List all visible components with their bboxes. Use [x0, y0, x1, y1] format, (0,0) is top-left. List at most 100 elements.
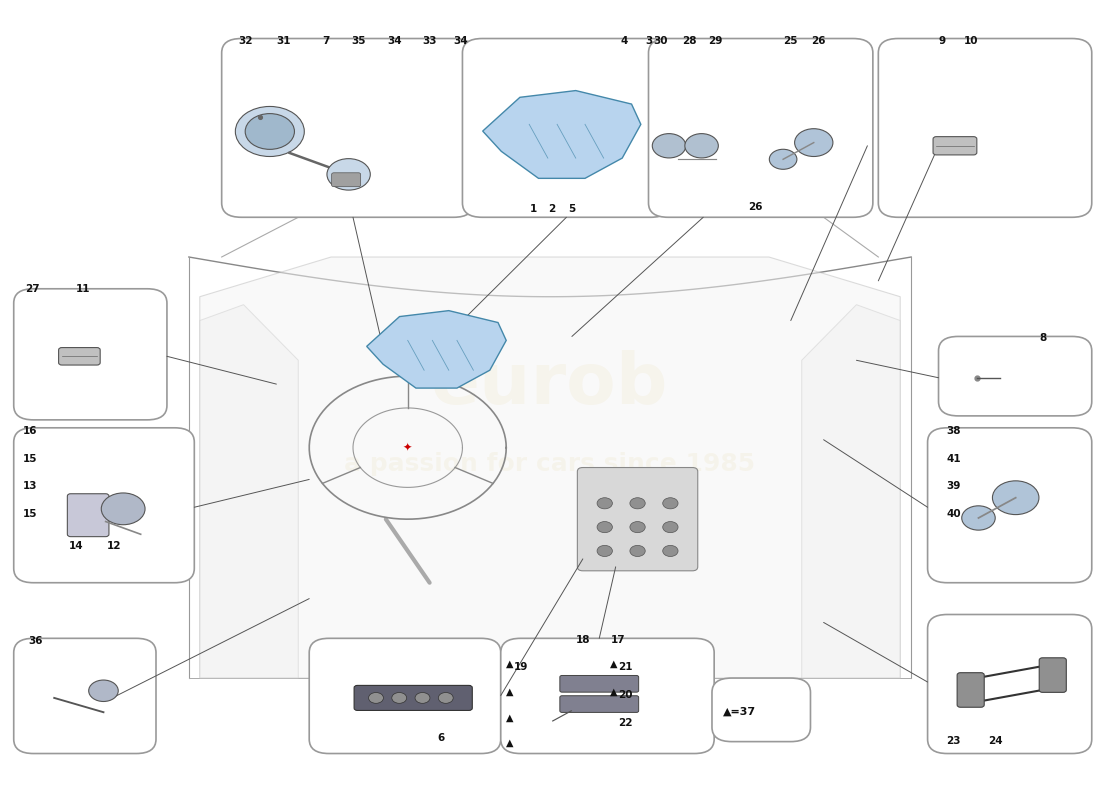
Text: 23: 23 — [946, 735, 960, 746]
FancyBboxPatch shape — [560, 696, 639, 713]
Circle shape — [235, 106, 305, 157]
Circle shape — [769, 150, 796, 170]
Text: 32: 32 — [239, 36, 253, 46]
Text: 21: 21 — [618, 662, 632, 673]
FancyBboxPatch shape — [222, 38, 473, 218]
FancyBboxPatch shape — [58, 347, 100, 365]
Circle shape — [794, 129, 833, 157]
FancyBboxPatch shape — [927, 428, 1091, 582]
Text: 27: 27 — [25, 283, 40, 294]
Text: 7: 7 — [322, 36, 329, 46]
Circle shape — [245, 114, 295, 150]
Text: 34: 34 — [387, 36, 402, 46]
Text: 24: 24 — [988, 735, 1002, 746]
Text: eurob: eurob — [431, 350, 669, 418]
Text: ▲: ▲ — [609, 686, 617, 697]
Circle shape — [597, 522, 613, 533]
Text: 26: 26 — [811, 36, 825, 46]
Text: 12: 12 — [107, 541, 121, 551]
Text: 5: 5 — [569, 204, 575, 214]
Polygon shape — [366, 310, 506, 388]
Circle shape — [630, 522, 646, 533]
Circle shape — [415, 693, 430, 703]
Text: 19: 19 — [514, 662, 528, 673]
Polygon shape — [200, 257, 900, 678]
Text: ▲: ▲ — [609, 658, 617, 669]
Text: 17: 17 — [610, 634, 625, 645]
FancyBboxPatch shape — [67, 494, 109, 537]
Text: 3: 3 — [645, 36, 652, 46]
Circle shape — [630, 498, 646, 509]
Text: 18: 18 — [575, 634, 590, 645]
FancyBboxPatch shape — [933, 137, 977, 155]
Circle shape — [685, 134, 718, 158]
Text: 36: 36 — [29, 636, 43, 646]
Text: 1: 1 — [530, 204, 537, 214]
FancyBboxPatch shape — [13, 638, 156, 754]
FancyBboxPatch shape — [500, 638, 714, 754]
FancyBboxPatch shape — [938, 337, 1091, 416]
Text: 9: 9 — [938, 36, 945, 46]
Text: 39: 39 — [946, 482, 960, 491]
Polygon shape — [200, 305, 298, 678]
Text: 15: 15 — [22, 454, 37, 463]
Text: 35: 35 — [351, 36, 365, 46]
FancyBboxPatch shape — [712, 678, 811, 742]
Text: 25: 25 — [783, 36, 798, 46]
Polygon shape — [483, 90, 641, 178]
Circle shape — [597, 546, 613, 557]
Text: 15: 15 — [22, 509, 37, 519]
Circle shape — [438, 693, 453, 703]
Text: 13: 13 — [22, 482, 37, 491]
Text: 16: 16 — [22, 426, 37, 436]
Text: 26: 26 — [748, 202, 763, 212]
Circle shape — [630, 546, 646, 557]
Text: 22: 22 — [618, 718, 632, 728]
Circle shape — [662, 522, 678, 533]
Circle shape — [101, 493, 145, 525]
FancyBboxPatch shape — [332, 173, 361, 186]
Text: 33: 33 — [422, 36, 437, 46]
FancyBboxPatch shape — [1040, 658, 1066, 692]
FancyBboxPatch shape — [957, 673, 984, 707]
Text: 29: 29 — [708, 36, 723, 46]
FancyBboxPatch shape — [13, 428, 195, 582]
Text: ▲: ▲ — [506, 658, 514, 669]
Circle shape — [652, 134, 685, 158]
FancyBboxPatch shape — [309, 638, 500, 754]
Text: 4: 4 — [620, 36, 628, 46]
Circle shape — [597, 498, 613, 509]
Text: 14: 14 — [68, 541, 84, 551]
Circle shape — [368, 693, 384, 703]
Text: 2: 2 — [549, 204, 556, 214]
FancyBboxPatch shape — [13, 289, 167, 420]
FancyBboxPatch shape — [649, 38, 873, 218]
Text: 38: 38 — [946, 426, 960, 436]
Text: 8: 8 — [1038, 333, 1046, 342]
Text: 20: 20 — [618, 690, 632, 700]
FancyBboxPatch shape — [560, 675, 639, 692]
Text: 41: 41 — [946, 454, 960, 463]
FancyBboxPatch shape — [354, 686, 472, 710]
Text: a passion for cars since 1985: a passion for cars since 1985 — [344, 451, 756, 475]
Circle shape — [662, 498, 678, 509]
Text: ▲: ▲ — [506, 686, 514, 697]
Text: 34: 34 — [453, 36, 468, 46]
FancyBboxPatch shape — [927, 614, 1091, 754]
Text: ▲: ▲ — [506, 713, 514, 722]
Text: ✦: ✦ — [403, 442, 412, 453]
Circle shape — [89, 680, 118, 702]
FancyBboxPatch shape — [462, 38, 670, 218]
Circle shape — [992, 481, 1038, 514]
Text: 11: 11 — [76, 283, 90, 294]
Polygon shape — [802, 305, 900, 678]
FancyBboxPatch shape — [578, 467, 697, 571]
FancyBboxPatch shape — [878, 38, 1091, 218]
Circle shape — [961, 506, 996, 530]
Text: 30: 30 — [653, 36, 668, 46]
Text: 28: 28 — [682, 36, 696, 46]
Text: 31: 31 — [277, 36, 292, 46]
Text: 40: 40 — [946, 509, 960, 519]
Text: 10: 10 — [964, 36, 979, 46]
Circle shape — [327, 158, 371, 190]
